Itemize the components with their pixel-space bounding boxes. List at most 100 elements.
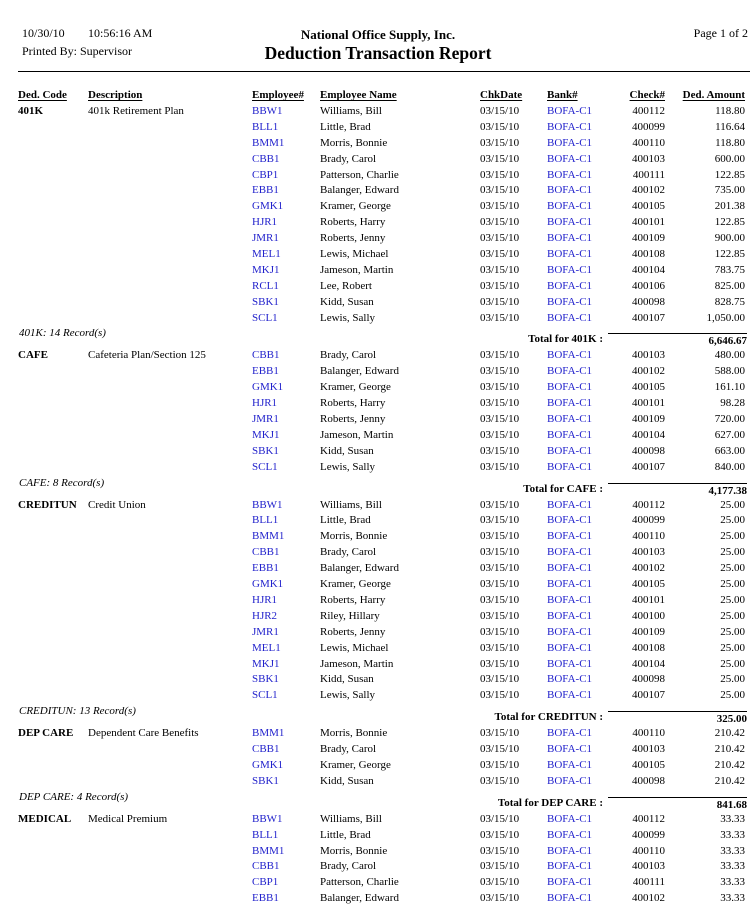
bank-number-link[interactable]: BOFA-C1 bbox=[547, 460, 593, 473]
bank-number-link[interactable]: BOFA-C1 bbox=[547, 295, 593, 308]
bank-number-link[interactable]: BOFA-C1 bbox=[547, 657, 593, 670]
bank-number-link[interactable]: BOFA-C1 bbox=[547, 641, 593, 654]
bank-number-link[interactable]: BOFA-C1 bbox=[547, 609, 593, 622]
employee-number-link[interactable]: SCL1 bbox=[252, 311, 278, 324]
check-number-cell: 400107 bbox=[632, 311, 665, 324]
bank-number-link[interactable]: BOFA-C1 bbox=[547, 774, 593, 787]
employee-number-link[interactable]: EBB1 bbox=[252, 892, 279, 905]
bank-number-link[interactable]: BOFA-C1 bbox=[547, 105, 593, 117]
bank-number-link[interactable]: BOFA-C1 bbox=[547, 498, 593, 511]
employee-number-link[interactable]: CBB1 bbox=[252, 860, 280, 873]
employee-number-link[interactable]: CBB1 bbox=[252, 743, 280, 756]
bank-number-link[interactable]: BOFA-C1 bbox=[547, 120, 593, 133]
bank-number-link[interactable]: BOFA-C1 bbox=[547, 381, 593, 394]
bank-number-link[interactable]: BOFA-C1 bbox=[547, 562, 593, 575]
bank-number-link[interactable]: BOFA-C1 bbox=[547, 625, 593, 638]
employee-number-link[interactable]: BLL1 bbox=[252, 120, 279, 133]
employee-number-link[interactable]: BBW1 bbox=[252, 498, 283, 511]
employee-number-link[interactable]: CBB1 bbox=[252, 152, 280, 165]
employee-number-link[interactable]: EBB1 bbox=[252, 365, 279, 378]
employee-number-link[interactable]: SBK1 bbox=[252, 444, 279, 457]
chk-date-cell: 03/15/10 bbox=[480, 609, 520, 622]
employee-number-link[interactable]: BLL1 bbox=[252, 514, 279, 527]
description-cell bbox=[88, 513, 252, 529]
employee-number-link[interactable]: BMM1 bbox=[252, 530, 285, 543]
employee-number-link[interactable]: SCL1 bbox=[252, 689, 278, 702]
employee-number-link[interactable]: BMM1 bbox=[252, 844, 285, 857]
employee-number-link[interactable]: MEL1 bbox=[252, 641, 281, 654]
bank-number-link[interactable]: BOFA-C1 bbox=[547, 413, 593, 426]
bank-number-link[interactable]: BOFA-C1 bbox=[547, 689, 593, 702]
bank-number-link[interactable]: BOFA-C1 bbox=[547, 860, 593, 873]
bank-number-link[interactable]: BOFA-C1 bbox=[547, 232, 593, 245]
bank-number-link[interactable]: BOFA-C1 bbox=[547, 593, 593, 606]
employee-number-link[interactable]: JMR1 bbox=[252, 625, 279, 638]
table-row: GMK1 Kramer, George 03/15/10 BOFA-C1 400105 2… bbox=[0, 758, 756, 774]
employee-number-link[interactable]: MKJ1 bbox=[252, 428, 280, 441]
employee-number-link[interactable]: GMK1 bbox=[252, 758, 284, 771]
bank-number-link[interactable]: BOFA-C1 bbox=[547, 844, 593, 857]
bank-number-link[interactable]: BOFA-C1 bbox=[547, 530, 593, 543]
employee-number-link[interactable]: MEL1 bbox=[252, 248, 281, 261]
bank-number-link[interactable]: BOFA-C1 bbox=[547, 758, 593, 771]
bank-number-link[interactable]: BOFA-C1 bbox=[547, 743, 593, 756]
bank-number-link[interactable]: BOFA-C1 bbox=[547, 428, 593, 441]
bank-number-link[interactable]: BOFA-C1 bbox=[547, 673, 593, 686]
check-number-cell: 400110 bbox=[632, 727, 665, 740]
bank-number-link[interactable]: BOFA-C1 bbox=[547, 279, 593, 292]
bank-number-link[interactable]: BOFA-C1 bbox=[547, 727, 593, 740]
employee-number-link[interactable]: BBW1 bbox=[252, 812, 283, 825]
employee-number-link[interactable]: SBK1 bbox=[252, 673, 279, 686]
employee-number-link[interactable]: MKJ1 bbox=[252, 263, 280, 276]
employee-number-link[interactable]: HJR2 bbox=[252, 609, 278, 622]
bank-number-link[interactable]: BOFA-C1 bbox=[547, 311, 593, 324]
bank-number-link[interactable]: BOFA-C1 bbox=[547, 828, 593, 841]
bank-number-link[interactable]: BOFA-C1 bbox=[547, 168, 593, 181]
employee-number-link[interactable]: CBB1 bbox=[252, 546, 280, 559]
bank-number-link[interactable]: BOFA-C1 bbox=[547, 444, 593, 457]
employee-number-link[interactable]: GMK1 bbox=[252, 578, 284, 591]
employee-number-link[interactable]: SCL1 bbox=[252, 460, 278, 473]
employee-number-link[interactable]: CBB1 bbox=[252, 349, 280, 362]
employee-number-link[interactable]: BLL1 bbox=[252, 828, 279, 841]
employee-number-link[interactable]: JMR1 bbox=[252, 413, 279, 426]
bank-number-link[interactable]: BOFA-C1 bbox=[547, 216, 593, 229]
chk-date-cell: 03/15/10 bbox=[480, 365, 520, 378]
bank-number-link[interactable]: BOFA-C1 bbox=[547, 349, 593, 362]
bank-number-link[interactable]: BOFA-C1 bbox=[547, 892, 593, 905]
employee-number-link[interactable]: SBK1 bbox=[252, 295, 279, 308]
employee-number-link[interactable]: BMM1 bbox=[252, 727, 285, 740]
employee-number-link[interactable]: EBB1 bbox=[252, 184, 279, 197]
employee-number-link[interactable]: CBP1 bbox=[252, 168, 279, 181]
bank-number-link[interactable]: BOFA-C1 bbox=[547, 876, 593, 889]
table-row: EBB1 Balanger, Edward 03/15/10 BOFA-C1 40010… bbox=[0, 364, 756, 380]
employee-number-link[interactable]: HJR1 bbox=[252, 397, 278, 410]
bank-number-link[interactable]: BOFA-C1 bbox=[547, 546, 593, 559]
employee-number-link[interactable]: RCL1 bbox=[252, 279, 279, 292]
bank-number-link[interactable]: BOFA-C1 bbox=[547, 514, 593, 527]
employee-number-link[interactable]: JMR1 bbox=[252, 232, 279, 245]
bank-number-link[interactable]: BOFA-C1 bbox=[547, 152, 593, 165]
bank-number-link[interactable]: BOFA-C1 bbox=[547, 136, 593, 149]
employee-number-link[interactable]: GMK1 bbox=[252, 200, 284, 213]
employee-number-link[interactable]: BBW1 bbox=[252, 105, 283, 117]
employee-number-link[interactable]: SBK1 bbox=[252, 774, 279, 787]
employee-number-link[interactable]: BMM1 bbox=[252, 136, 285, 149]
bank-number-link[interactable]: BOFA-C1 bbox=[547, 812, 593, 825]
employee-number-link[interactable]: CBP1 bbox=[252, 876, 279, 889]
bank-number-link[interactable]: BOFA-C1 bbox=[547, 263, 593, 276]
employee-number-link[interactable]: MKJ1 bbox=[252, 657, 280, 670]
bank-number-link[interactable]: BOFA-C1 bbox=[547, 397, 593, 410]
bank-number-link[interactable]: BOFA-C1 bbox=[547, 365, 593, 378]
employee-number-link[interactable]: HJR1 bbox=[252, 593, 278, 606]
ded-code-cell bbox=[18, 758, 88, 774]
description-cell bbox=[88, 412, 252, 428]
chk-date-cell: 03/15/10 bbox=[480, 381, 520, 394]
bank-number-link[interactable]: BOFA-C1 bbox=[547, 184, 593, 197]
bank-number-link[interactable]: BOFA-C1 bbox=[547, 578, 593, 591]
employee-number-link[interactable]: EBB1 bbox=[252, 562, 279, 575]
bank-number-link[interactable]: BOFA-C1 bbox=[547, 248, 593, 261]
employee-number-link[interactable]: HJR1 bbox=[252, 216, 278, 229]
employee-number-link[interactable]: GMK1 bbox=[252, 381, 284, 394]
bank-number-link[interactable]: BOFA-C1 bbox=[547, 200, 593, 213]
